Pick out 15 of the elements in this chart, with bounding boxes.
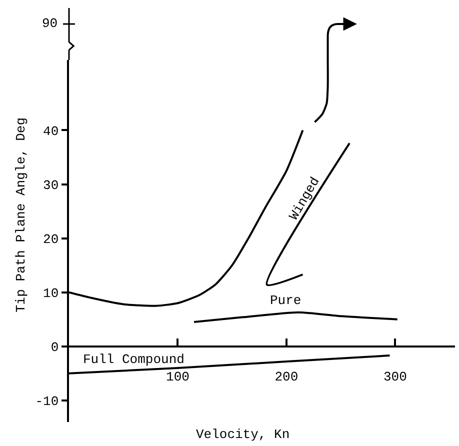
series-label: Full Compound (83, 352, 184, 367)
y-tick-label: 40 (43, 124, 59, 139)
line-series (193, 311, 398, 324)
x-tick-label: 200 (274, 370, 298, 385)
x-axis-title: Velocity, Kn (196, 427, 290, 442)
x-tick-label: 100 (166, 370, 190, 385)
y-tick-label: 30 (43, 178, 59, 193)
y-tick-label: 0 (50, 340, 59, 355)
y-tick-label: -10 (35, 394, 59, 409)
y-axis-title: Tip Path Plane Angle, Deg (14, 117, 28, 312)
x-tick-label: 300 (383, 370, 407, 385)
y-tick-label: 10 (43, 286, 59, 301)
y-tick-label: 20 (43, 232, 59, 247)
text: 90 (42, 16, 58, 31)
series-label: Pure (270, 293, 302, 308)
